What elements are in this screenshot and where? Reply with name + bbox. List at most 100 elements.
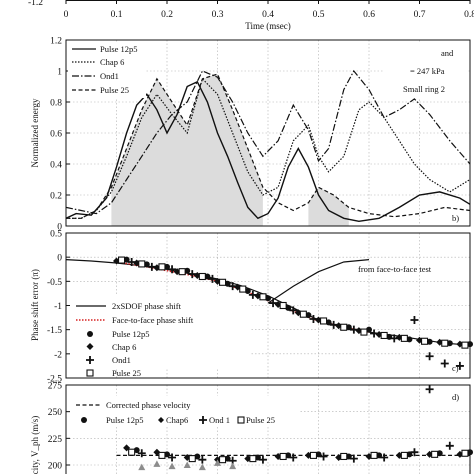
panel-c-annotation: from face-to-face test <box>358 264 432 274</box>
panel-c-y-tick-labels: 0.5 0 -0.5 -1 -1.5 -2 -2.5 <box>47 230 70 385</box>
marker-gray-triangle <box>168 462 176 470</box>
marker-pulse-25 <box>188 455 196 463</box>
y-tick-label: 275 <box>48 382 63 392</box>
marker-ond-1 <box>168 453 177 462</box>
top-x-tick-label: 0.3 <box>212 10 224 20</box>
marker-pulse-25 <box>309 451 318 459</box>
marker-pulse-25 <box>198 272 206 281</box>
marker-ond1 <box>127 258 136 266</box>
marker-ond1 <box>228 282 237 291</box>
marker-pulse-25 <box>118 256 126 264</box>
panel-c-markers <box>113 256 473 370</box>
panel-d-y-axis-label: city, V_ph (m/s) <box>30 416 40 474</box>
marker-ond1 <box>440 359 449 368</box>
series-line-pulse-12p5 <box>65 80 471 223</box>
marker-ond1 <box>188 270 197 279</box>
y-tick-label: 225 <box>48 435 63 445</box>
panel-d-legend: Corrected phase velocity Pulse 12p5 Chap… <box>70 396 300 426</box>
legend-label-d-ond1: Ond 1 <box>209 415 230 425</box>
marker-gray-triangle <box>138 463 146 471</box>
top-x-tick-label: 0.2 <box>161 10 173 20</box>
marker-pulse-25 <box>461 341 469 349</box>
marker-pulse-25 <box>158 263 166 271</box>
marker-pulse-25 <box>360 328 368 336</box>
marker-gray-triangle <box>198 463 206 471</box>
top-x-tick-label: 0.7 <box>414 10 426 20</box>
marker-ond1 <box>329 320 338 329</box>
panel-b-legend-box <box>68 42 146 98</box>
y-tick-label: -0.5 <box>47 278 62 288</box>
marker-ond1 <box>168 265 177 274</box>
panel-d-label: d) <box>452 392 459 402</box>
marker-ond1 <box>370 329 379 338</box>
panel-b-y-axis-label: Normalized energy <box>30 98 40 168</box>
top-x-tick-label: 0.4 <box>262 10 274 20</box>
marker-pulse-12p5 <box>194 453 201 460</box>
marker-ond-1 <box>349 454 358 463</box>
marker-pulse-12p5 <box>325 319 332 326</box>
marker-ond-1 <box>258 455 267 464</box>
legend-marker-d-pulse-25 <box>237 416 245 424</box>
top-x-tick-label: 0.6 <box>363 10 375 20</box>
marker-pulse-25 <box>178 268 186 276</box>
marker-ond-1 <box>289 453 298 462</box>
panel-b-legend: Pulse 12p5 Chap 6 Ond1 Pulse 25 <box>68 42 146 98</box>
marker-pulse-25 <box>340 452 348 461</box>
marker-ond-1 <box>137 449 146 458</box>
legend-label-chap-6: Chap 6 <box>100 57 124 67</box>
marker-ond1 <box>269 299 278 308</box>
marker-pulse-25 <box>420 337 429 345</box>
y-tick-label: 0.6 <box>50 130 62 140</box>
legend-marker-d-chap6 <box>158 417 164 423</box>
legend-label-c-pulse-25: Pulse 25 <box>112 368 141 378</box>
panel-b-annotation-line-1: and <box>441 48 454 58</box>
marker-pulse-25 <box>319 317 328 325</box>
marker-ond1 <box>455 361 464 370</box>
line-from-face-to-face-test <box>267 259 370 304</box>
legend-label-c-ond1: Ond1 <box>112 355 131 365</box>
legend-label-d-chap6: Chap6 <box>166 415 188 425</box>
marker-pulse-25 <box>279 301 287 310</box>
panel-c-legend: 2xSDOF phase shift Face-to-face phase sh… <box>70 296 250 378</box>
marker-gray-triangle <box>214 459 221 466</box>
marker-ond1 <box>309 315 318 324</box>
marker-pulse-25 <box>299 310 307 318</box>
marker-pulse-25 <box>259 293 267 301</box>
marker-pulse-25 <box>219 456 227 464</box>
marker-pulse-12p5 <box>244 288 251 294</box>
panel-d-markers <box>123 385 473 471</box>
marker-pulse-25 <box>400 451 408 459</box>
panel-d: 275 250 225 200 city, V_ph (m/s) Corrected … <box>30 382 473 474</box>
marker-pulse-25 <box>370 451 378 459</box>
y-tick-label: 0.8 <box>50 99 62 109</box>
y-tick-label: 1 <box>57 68 62 78</box>
y-tick-label: 250 <box>48 408 63 418</box>
marker-ond-1 <box>445 441 454 450</box>
legend-label-pulse-25: Pulse 25 <box>100 85 129 95</box>
y-tick-label: 0.2 <box>50 192 62 202</box>
legend-marker-chap-6 <box>86 343 94 350</box>
marker-pulse-25 <box>441 339 449 347</box>
marker-pulse-25 <box>461 449 469 457</box>
legend-marker-d-pulse-12p5 <box>81 417 87 423</box>
marker-ond-1 <box>380 453 389 462</box>
y-tick-label: 0.5 <box>50 230 62 240</box>
top-x-tick-labels: 0 0.1 0.2 0.3 0.4 0.5 0.6 0.7 0.8 <box>64 0 474 20</box>
marker-pulse-25 <box>249 455 257 463</box>
y-tick-label: -2 <box>54 350 62 360</box>
panel-b-label: b) <box>452 213 459 223</box>
legend-label-c-pulse-12p5: Pulse 12p5 <box>112 329 150 339</box>
marker-ond-1 <box>198 455 207 464</box>
panel-b-y-tick-labels: 0 0.2 0.4 0.6 0.8 1 1.2 <box>50 37 70 233</box>
panel-b-series <box>65 69 471 223</box>
marker-pulse-25 <box>279 452 287 461</box>
series-line-ond1 <box>65 69 471 215</box>
y-tick-label: 0 <box>57 223 62 233</box>
panel-b-annotation-line-3: Small ring 2 <box>403 84 445 94</box>
panel-d-y-tick-labels: 275 250 225 200 <box>48 382 70 472</box>
shaded-energy-area-2 <box>308 187 349 226</box>
marker-gray-triangle <box>183 461 191 468</box>
top-x-tick-label: 0.8 <box>464 10 474 20</box>
panel-c-legend-box <box>70 296 250 368</box>
